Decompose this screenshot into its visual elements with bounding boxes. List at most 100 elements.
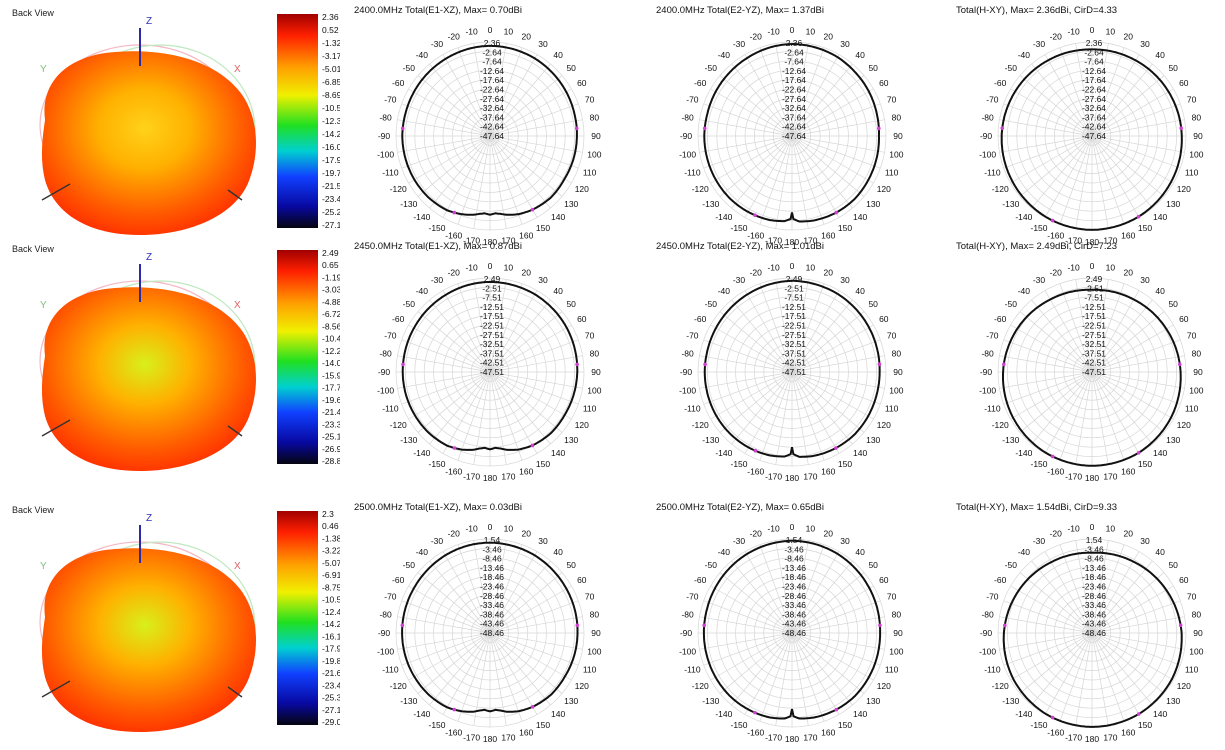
grid-spoke — [1031, 371, 1093, 445]
angle-tick-label: 0 — [790, 261, 795, 271]
colorbar-tick-label: -19.8 — [322, 656, 340, 666]
angle-tick-label: 180 — [785, 734, 799, 744]
grid-spoke — [489, 135, 563, 197]
angle-tick-label: 140 — [853, 448, 867, 458]
grid-spoke — [1019, 572, 1093, 634]
grid-spoke — [1075, 371, 1093, 465]
angle-tick-label: 180 — [483, 237, 497, 247]
grid-spoke — [489, 540, 507, 634]
pattern-curve — [401, 280, 579, 451]
angle-tick-label: 10 — [504, 524, 514, 534]
grid-spoke — [791, 135, 881, 169]
angle-tick-label: -140 — [715, 709, 732, 719]
angle-tick-label: -10 — [465, 263, 478, 273]
grid-spoke — [719, 632, 793, 694]
angle-tick-label: 10 — [806, 27, 816, 37]
ring-value-label: -7.51 — [1084, 293, 1104, 303]
angle-tick-label: -10 — [767, 263, 780, 273]
grid-spoke — [1091, 585, 1174, 634]
grid-spoke — [489, 371, 551, 445]
grid-spoke — [489, 299, 551, 373]
angle-tick-label: -80 — [681, 610, 694, 620]
angle-tick-label: -130 — [702, 435, 719, 445]
ring-value-label: -47.64 — [782, 131, 806, 141]
grid-spoke — [1091, 135, 1125, 225]
angle-tick-label: -170 — [1065, 471, 1082, 481]
angle-tick-label: -120 — [692, 681, 709, 691]
grid-spoke — [1031, 299, 1093, 373]
axis-label-z: Z — [146, 16, 152, 27]
pattern-curve — [1000, 48, 1183, 231]
grid-spoke — [791, 54, 840, 137]
grid-spoke — [710, 632, 793, 681]
grid-spoke — [791, 551, 840, 634]
angle-tick-label: -110 — [382, 403, 399, 413]
grid-spoke — [703, 371, 793, 405]
colorbar-tick-label: -29.01 — [322, 717, 340, 727]
angle-tick-label: -50 — [403, 299, 416, 309]
grid-spoke — [489, 544, 523, 634]
grid-spoke — [791, 311, 865, 373]
ring-value-label: -38.46 — [480, 609, 504, 619]
ring-value-label: -47.64 — [480, 131, 504, 141]
angle-tick-label: 130 — [866, 435, 880, 445]
angle-tick-label: 100 — [1189, 385, 1203, 395]
grid-spoke — [457, 135, 491, 225]
grid-spoke — [1091, 632, 1181, 666]
angle-tick-label: 120 — [575, 184, 589, 194]
grid-spoke — [1019, 311, 1093, 373]
angle-tick-label: -40 — [718, 50, 731, 60]
ring-value-label: -12.64 — [1082, 66, 1106, 76]
grid-spoke — [1003, 103, 1093, 137]
angle-tick-label: -80 — [379, 610, 392, 620]
angle-tick-label: -140 — [715, 448, 732, 458]
grid-spoke — [791, 135, 865, 197]
view-label: Back View — [12, 244, 54, 254]
data-marker — [753, 710, 757, 715]
angle-tick-label: 60 — [577, 78, 587, 88]
ring-value-label: -22.51 — [1082, 321, 1106, 331]
grid-spoke — [489, 632, 538, 715]
grid-spoke — [710, 88, 793, 137]
angle-tick-label: -130 — [702, 199, 719, 209]
grid-spoke — [1091, 632, 1153, 706]
angle-tick-label: -10 — [465, 27, 478, 37]
grid-spoke — [791, 88, 874, 137]
ring-value-label: -17.51 — [1082, 311, 1106, 321]
grid-spoke — [1019, 632, 1093, 694]
grid-spoke — [791, 632, 885, 650]
data-marker — [1136, 214, 1141, 219]
grid-spoke — [1019, 75, 1093, 137]
ring-value-label: 2.36 — [786, 38, 803, 48]
ring-value-label: -42.51 — [782, 358, 806, 368]
ring-value-label: -17.64 — [480, 75, 504, 85]
colorbar-tick-label: -27.17 — [322, 705, 340, 715]
grid-spoke — [791, 63, 853, 137]
angle-tick-label: -70 — [384, 95, 397, 105]
angle-tick-label: 130 — [866, 199, 880, 209]
angle-tick-label: -150 — [428, 720, 445, 730]
angle-tick-label: -130 — [400, 199, 417, 209]
grid-spoke — [489, 371, 583, 389]
colorbar-gradient — [277, 511, 318, 725]
angle-tick-label: -160 — [445, 728, 462, 738]
colorbar-tick-label: -5.07 — [322, 558, 340, 568]
grid-spoke — [489, 135, 551, 209]
grid-spoke — [1003, 339, 1093, 373]
angle-tick-label: 20 — [824, 528, 834, 538]
grid-spoke — [791, 616, 885, 634]
ring-value-label: -38.46 — [782, 609, 806, 619]
angle-tick-label: 50 — [1168, 63, 1178, 73]
grid-spoke — [489, 43, 507, 137]
angle-tick-label: 10 — [504, 27, 514, 37]
angle-tick-label: -110 — [984, 664, 1001, 674]
grid-spoke — [489, 290, 538, 373]
grid-spoke — [744, 371, 793, 454]
grid-spoke — [489, 371, 538, 454]
ring-value-label: -48.46 — [782, 628, 806, 638]
grid-spoke — [429, 63, 491, 137]
grid-spoke — [710, 585, 793, 634]
angle-tick-label: -100 — [979, 646, 996, 656]
